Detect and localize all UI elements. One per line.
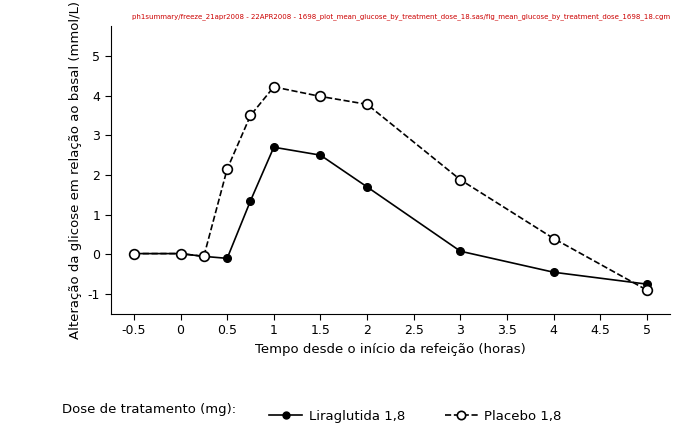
Text: ph1summary/freeze_21apr2008 - 22APR2008 - 1698_plot_mean_glucose_by_treatment_do: ph1summary/freeze_21apr2008 - 22APR2008 …	[132, 14, 670, 20]
X-axis label: Tempo desde o início da refeição (horas): Tempo desde o início da refeição (horas)	[255, 343, 526, 356]
Legend: Liraglutida 1,8, Placebo 1,8: Liraglutida 1,8, Placebo 1,8	[269, 410, 562, 423]
Y-axis label: Alteração da glicose em relação ao basal (mmol/L): Alteração da glicose em relação ao basal…	[69, 1, 82, 339]
Text: Dose de tratamento (mg):: Dose de tratamento (mg):	[62, 403, 236, 416]
